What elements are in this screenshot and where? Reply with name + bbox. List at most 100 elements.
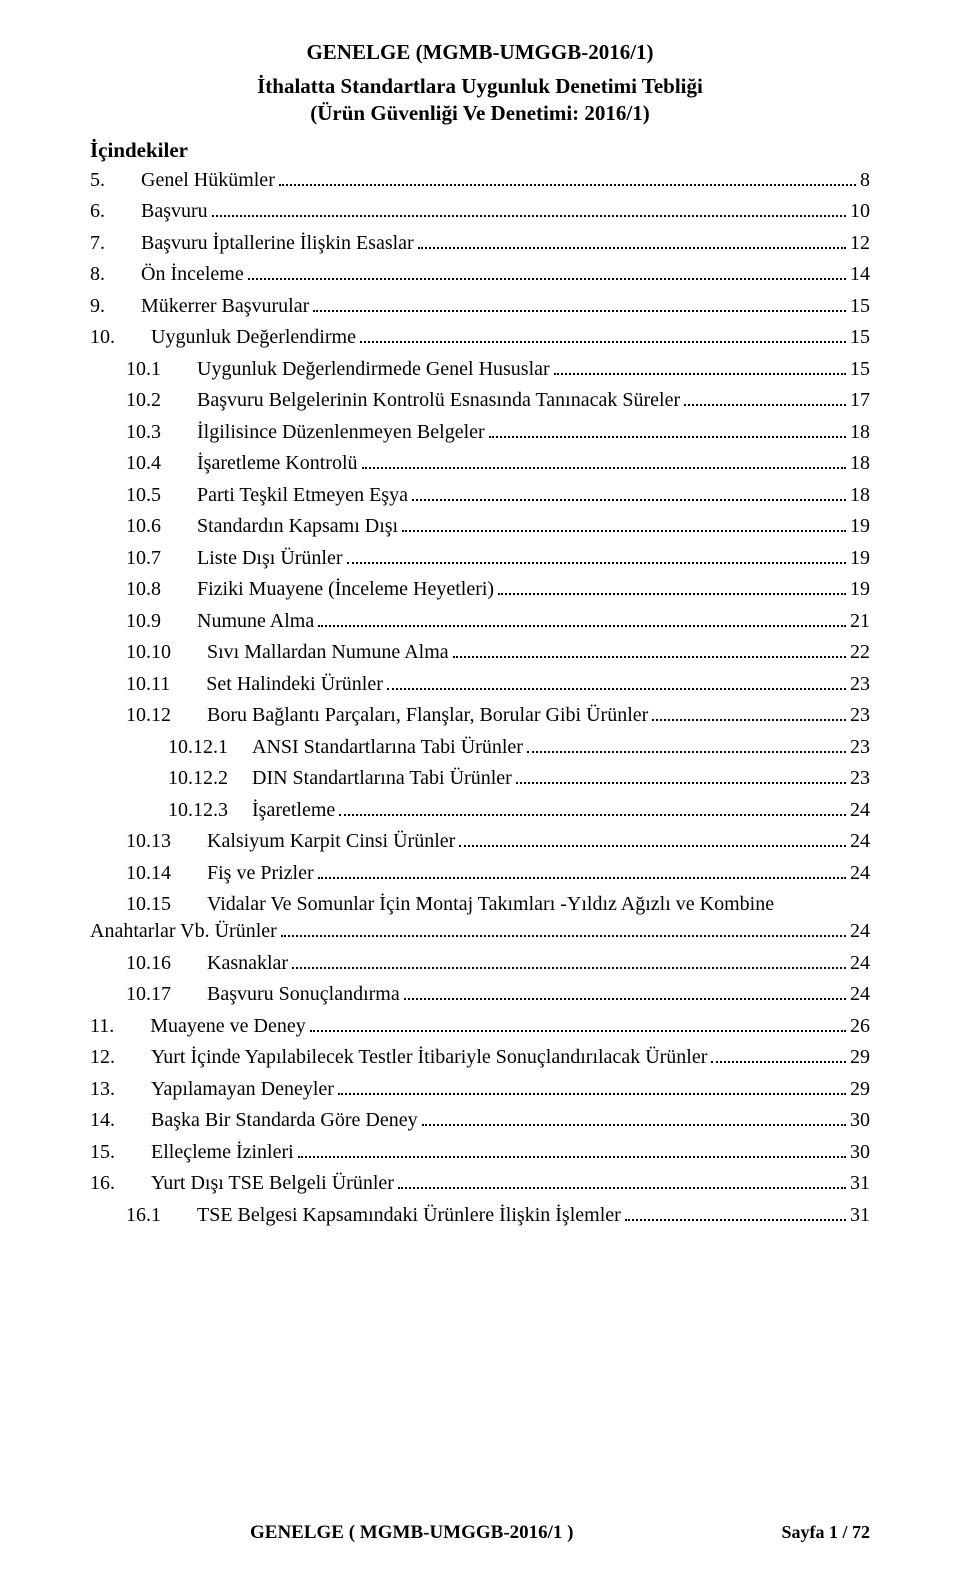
table-of-contents: 5.Genel Hükümler8 6.Başvuru10 7.Başvuru İp… <box>90 167 870 1229</box>
toc-number: 10.11 <box>126 671 170 698</box>
toc-leader <box>347 548 846 564</box>
toc-number: 11. <box>90 1013 114 1040</box>
toc-entry[interactable]: 10.12Boru Bağlantı Parçaları, Flanşlar, … <box>90 702 870 729</box>
toc-page: 18 <box>850 450 870 477</box>
toc-entry[interactable]: 10.15Vidalar Ve Somunlar İçin Montaj Tak… <box>90 891 870 945</box>
toc-number: 10.14 <box>126 860 171 887</box>
toc-entry[interactable]: 10.8Fiziki Muayene (İnceleme Heyetleri)1… <box>90 576 870 603</box>
toc-entry[interactable]: 16.Yurt Dışı TSE Belgeli Ürünler31 <box>90 1170 870 1197</box>
toc-leader <box>527 737 846 753</box>
toc-entry[interactable]: 13.Yapılamayan Deneyler29 <box>90 1076 870 1103</box>
toc-entry[interactable]: 10.4İşaretleme Kontrolü18 <box>90 450 870 477</box>
toc-leader <box>313 296 846 312</box>
toc-page: 29 <box>850 1076 870 1103</box>
toc-entry[interactable]: 14.Başka Bir Standarda Göre Deney30 <box>90 1107 870 1134</box>
toc-leader <box>318 863 846 879</box>
toc-text: Başvuru Sonuçlandırma <box>207 981 400 1008</box>
toc-leader <box>402 516 846 532</box>
toc-entry[interactable]: 9.Mükerrer Başvurular15 <box>90 293 870 320</box>
toc-entry[interactable]: 10.1Uygunluk Değerlendirmede Genel Husus… <box>90 356 870 383</box>
toc-page: 23 <box>850 734 870 761</box>
toc-number: 10.10 <box>126 639 171 666</box>
toc-number: 13. <box>90 1076 115 1103</box>
footer-doc-code: GENELGE ( MGMB-UMGGB-2016/1 ) <box>90 1522 574 1544</box>
toc-number: 10.8 <box>126 576 161 603</box>
toc-entry[interactable]: 10.11Set Halindeki Ürünler23 <box>90 671 870 698</box>
toc-number: 6. <box>90 198 105 225</box>
toc-entry[interactable]: 7.Başvuru İptallerine İlişkin Esaslar12 <box>90 230 870 257</box>
toc-entry[interactable]: 5.Genel Hükümler8 <box>90 167 870 194</box>
toc-leader <box>625 1205 846 1221</box>
toc-entry[interactable]: 16.1TSE Belgesi Kapsamındaki Ürünlere İl… <box>90 1202 870 1229</box>
toc-number: 10.12.1 <box>168 734 228 761</box>
toc-leader <box>398 1173 846 1189</box>
toc-text: İlgilisince Düzenlenmeyen Belgeler <box>197 419 485 446</box>
toc-entry[interactable]: 10.7Liste Dışı Ürünler19 <box>90 545 870 572</box>
doc-code-title: GENELGE (MGMB-UMGGB-2016/1) <box>90 40 870 65</box>
toc-page: 24 <box>850 828 870 855</box>
footer-page-number: Sayfa 1 / 72 <box>781 1522 870 1543</box>
toc-page: 24 <box>850 981 870 1008</box>
toc-leader <box>684 390 846 406</box>
toc-page: 15 <box>850 324 870 351</box>
toc-leader <box>318 611 846 627</box>
toc-entry[interactable]: 10. Uygunluk Değerlendirme 15 <box>90 324 870 351</box>
toc-number: 10.12 <box>126 702 171 729</box>
toc-number: 10.5 <box>126 482 161 509</box>
toc-text: Standardın Kapsamı Dışı <box>197 513 398 540</box>
toc-text: Yurt Dışı TSE Belgeli Ürünler <box>151 1170 394 1197</box>
toc-entry[interactable]: 10.16Kasnaklar24 <box>90 950 870 977</box>
toc-text: Mükerrer Başvurular <box>141 293 309 320</box>
toc-entry[interactable]: 10.14Fiş ve Prizler24 <box>90 860 870 887</box>
toc-entry[interactable]: 15.Elleçleme İzinleri30 <box>90 1139 870 1166</box>
toc-entry[interactable]: 10.2Başvuru Belgelerinin Kontrolü Esnası… <box>90 387 870 414</box>
toc-number: 16.1 <box>126 1202 161 1229</box>
toc-text: İşaretleme <box>252 797 335 824</box>
toc-page: 19 <box>850 545 870 572</box>
toc-number: 10. <box>90 324 115 351</box>
toc-text: Liste Dışı Ürünler <box>197 545 343 572</box>
toc-leader <box>453 642 846 658</box>
toc-entry[interactable]: 12.Yurt İçinde Yapılabilecek Testler İti… <box>90 1044 870 1071</box>
toc-entry[interactable]: 8.Ön İnceleme14 <box>90 261 870 288</box>
toc-leader <box>459 831 846 847</box>
toc-page: 30 <box>850 1107 870 1134</box>
toc-leader <box>498 579 846 595</box>
toc-text: İşaretleme Kontrolü <box>197 450 358 477</box>
toc-text: Başka Bir Standarda Göre Deney <box>151 1107 418 1134</box>
toc-text: Yurt İçinde Yapılabilecek Testler İtibar… <box>151 1044 707 1071</box>
toc-page: 12 <box>850 230 870 257</box>
toc-entry[interactable]: 10.13Kalsiyum Karpit Cinsi Ürünler24 <box>90 828 870 855</box>
toc-number: 10.15 <box>126 891 171 918</box>
toc-entry[interactable]: 10.5Parti Teşkil Etmeyen Eşya18 <box>90 482 870 509</box>
toc-entry[interactable]: 11.Muayene ve Deney26 <box>90 1013 870 1040</box>
toc-entry[interactable]: 10.12.2DIN Standartlarına Tabi Ürünler23 <box>90 765 870 792</box>
toc-entry[interactable]: 10.10Sıvı Mallardan Numune Alma22 <box>90 639 870 666</box>
toc-page: 8 <box>860 167 870 194</box>
toc-text: Uygunluk Değerlendirme <box>151 324 356 351</box>
toc-text: Numune Alma <box>197 608 314 635</box>
toc-page: 19 <box>850 513 870 540</box>
toc-entry[interactable]: 10.6 Standardın Kapsamı Dışı 19 <box>90 513 870 540</box>
page-footer: GENELGE ( MGMB-UMGGB-2016/1 ) Sayfa 1 / … <box>0 1522 960 1544</box>
toc-page: 24 <box>850 950 870 977</box>
toc-page: 30 <box>850 1139 870 1166</box>
toc-leader <box>338 1079 846 1095</box>
toc-number: 10.6 <box>126 513 161 540</box>
toc-number: 16. <box>90 1170 115 1197</box>
toc-leader <box>362 453 847 469</box>
toc-page: 15 <box>850 293 870 320</box>
toc-leader <box>489 422 846 438</box>
toc-entry[interactable]: 10.12.1ANSI Standartlarına Tabi Ürünler2… <box>90 734 870 761</box>
toc-leader <box>387 674 846 690</box>
title-block: GENELGE (MGMB-UMGGB-2016/1) İthalatta St… <box>90 40 870 128</box>
toc-leader <box>279 170 856 186</box>
contents-heading: İçindekiler <box>90 138 870 163</box>
toc-text: Parti Teşkil Etmeyen Eşya <box>197 482 408 509</box>
toc-entry[interactable]: 6.Başvuru10 <box>90 198 870 225</box>
toc-entry[interactable]: 10.3İlgilisince Düzenlenmeyen Belgeler18 <box>90 419 870 446</box>
toc-entry[interactable]: 10.17Başvuru Sonuçlandırma24 <box>90 981 870 1008</box>
toc-page: 24 <box>850 860 870 887</box>
toc-entry[interactable]: 10.12.3İşaretleme24 <box>90 797 870 824</box>
toc-entry[interactable]: 10.9Numune Alma21 <box>90 608 870 635</box>
